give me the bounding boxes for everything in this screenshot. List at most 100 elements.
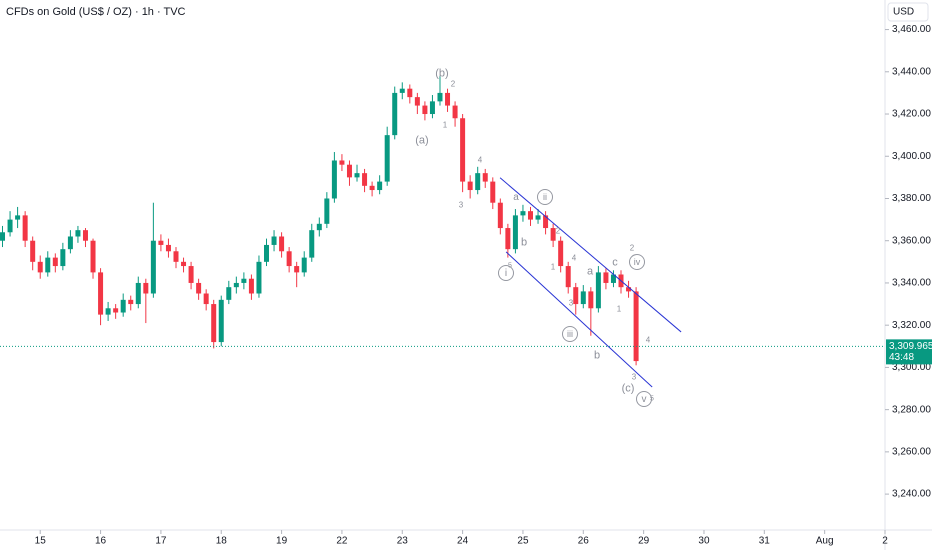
candle-body	[294, 266, 300, 273]
candle-body	[392, 92, 398, 136]
x-tick-label: 2	[882, 536, 888, 547]
x-tick-label: 19	[276, 536, 288, 547]
y-tick-label: 3,460.00	[892, 24, 931, 35]
candle-body	[67, 236, 73, 250]
candle-body	[595, 272, 601, 309]
trend-line	[505, 251, 653, 388]
wave-circle	[537, 189, 553, 205]
x-tick-label: 26	[578, 536, 590, 547]
candle-body	[0, 232, 6, 241]
candle-body	[467, 181, 473, 191]
candle-body	[527, 211, 533, 220]
wave-label: 4	[646, 336, 651, 345]
wave-label: 2	[630, 244, 635, 253]
y-tick-label: 3,280.00	[892, 404, 931, 415]
x-tick-label: 24	[457, 536, 469, 547]
candle-body	[339, 160, 345, 165]
candle-body	[248, 278, 254, 294]
last-price-label: 3,309.965	[889, 341, 932, 352]
wave-label: 2	[556, 227, 561, 236]
wave-label: (a)	[415, 134, 428, 146]
x-tick-label: 22	[336, 536, 348, 547]
candle-body	[181, 261, 187, 267]
candle-body	[512, 215, 518, 250]
wave-label: c	[612, 256, 618, 268]
wave-label: 1	[443, 121, 448, 130]
y-tick-label: 3,240.00	[892, 489, 931, 500]
candle-body	[165, 244, 171, 252]
y-tick-label: 3,380.00	[892, 193, 931, 204]
candle-body	[603, 272, 609, 283]
x-tick-label: 16	[95, 536, 107, 547]
candle-body	[377, 181, 383, 191]
wave-circle	[498, 265, 514, 281]
candle-body	[279, 236, 285, 252]
wave-label: 4	[478, 156, 483, 165]
candle-body	[98, 272, 104, 315]
candle-body	[158, 240, 164, 245]
last-price-box	[886, 339, 932, 365]
countdown-label: 43:48	[889, 352, 914, 363]
candle-body	[233, 282, 239, 288]
x-tick-label: 18	[216, 536, 228, 547]
candle-body	[226, 287, 232, 300]
candle-body	[256, 261, 262, 294]
plot: 3,460.00 3,440.00 3,420.00 3,400.00 3,380.00…	[0, 24, 932, 547]
wave-label: (c)	[622, 382, 635, 394]
x-tick-label: 31	[759, 536, 771, 547]
candle-body	[150, 240, 156, 294]
wave-label: 4	[572, 254, 577, 263]
y-tick-label: 3,360.00	[892, 235, 931, 246]
wave-circle	[562, 326, 578, 342]
wave-label: ii	[543, 192, 547, 202]
wave-label: 3	[569, 299, 574, 308]
candle-body	[505, 228, 511, 250]
candle-body	[22, 215, 28, 241]
candle-body	[626, 287, 632, 292]
wave-label: iii	[567, 329, 573, 339]
candle-body	[550, 228, 556, 241]
candle-body	[475, 173, 481, 191]
wave-label: 1	[617, 305, 622, 314]
wave-label: 5	[650, 395, 654, 402]
wave-label: i	[505, 268, 507, 279]
candle-body	[369, 185, 375, 191]
candle-body	[45, 257, 51, 273]
x-tick-label: 15	[35, 536, 47, 547]
wave-label: iv	[634, 257, 641, 267]
y-tick-label: 3,300.00	[892, 362, 931, 373]
wave-circle	[629, 254, 645, 270]
candle-body	[90, 240, 96, 273]
candle-body	[520, 211, 526, 216]
candle-body	[37, 261, 43, 273]
wave-circle	[636, 391, 652, 407]
currency-box[interactable]	[887, 2, 929, 22]
candle-body	[354, 173, 360, 178]
candle-body	[264, 244, 270, 262]
wave-label: 3	[632, 373, 637, 382]
candle-body	[452, 105, 458, 119]
wave-label: v	[642, 394, 647, 405]
candle-body	[543, 215, 549, 229]
candle-body	[407, 88, 413, 98]
y-tick-label: 3,440.00	[892, 66, 931, 77]
x-tick-label: 29	[638, 536, 650, 547]
candle-body	[429, 101, 435, 115]
x-tick-label: 17	[155, 536, 167, 547]
candle-body	[211, 304, 217, 343]
wave-label: b	[594, 349, 600, 361]
x-tick-label: 23	[397, 536, 409, 547]
candle-body	[203, 293, 209, 305]
candle-body	[188, 266, 194, 283]
candle-body	[105, 308, 111, 315]
candle-body	[173, 251, 179, 262]
candle-body	[482, 173, 488, 182]
y-tick-label: 3,420.00	[892, 109, 931, 120]
candle-body	[196, 282, 202, 294]
candle-body	[535, 215, 541, 220]
trend-line	[499, 177, 682, 333]
candle-body	[324, 198, 330, 224]
wave-label: 5	[508, 262, 512, 269]
